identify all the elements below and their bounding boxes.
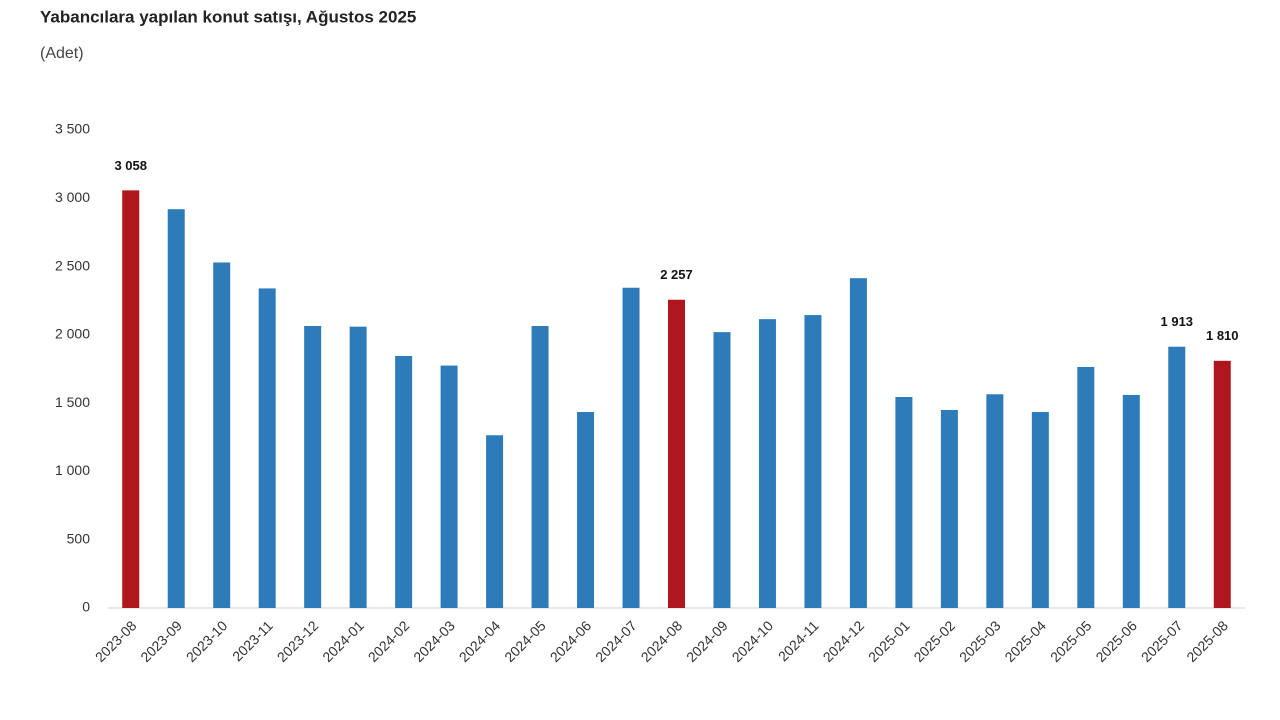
x-tick-label: 2024-09 xyxy=(683,617,731,665)
bar xyxy=(122,190,140,609)
y-tick-label: 500 xyxy=(67,530,91,546)
x-tick-label: 2025-03 xyxy=(956,617,1004,665)
bar xyxy=(304,325,322,608)
y-tick-label: 1 000 xyxy=(55,462,90,478)
bar xyxy=(531,325,549,608)
bar xyxy=(1031,412,1049,608)
y-tick-label: 1 500 xyxy=(55,394,90,410)
bar xyxy=(258,288,276,608)
bar xyxy=(213,262,231,608)
y-tick-label: 2 500 xyxy=(55,257,90,273)
bar xyxy=(1077,366,1095,608)
x-tick-label: 2025-01 xyxy=(865,617,913,665)
x-tick-label: 2024-12 xyxy=(820,617,868,665)
x-tick-label: 2024-11 xyxy=(775,617,822,664)
x-tick-label: 2024-03 xyxy=(410,617,458,665)
x-tick-label: 2025-08 xyxy=(1183,617,1231,665)
value-label: 2 257 xyxy=(660,267,693,282)
value-label: 1 810 xyxy=(1206,328,1239,343)
x-tick-label: 2024-07 xyxy=(592,617,640,665)
y-tick-label: 3 500 xyxy=(55,121,90,137)
chart-title: Yabancılara yapılan konut satışı, Ağusto… xyxy=(40,7,416,26)
bar xyxy=(849,278,867,608)
x-tick-label: 2024-10 xyxy=(729,617,777,665)
bar xyxy=(395,356,413,608)
bar xyxy=(713,332,731,608)
bar xyxy=(758,319,776,608)
x-tick-label: 2024-05 xyxy=(501,617,549,665)
bar xyxy=(668,299,685,608)
bar xyxy=(622,287,640,608)
x-tick-label: 2024-08 xyxy=(638,617,686,665)
bar xyxy=(895,396,913,608)
x-tick-label: 2024-02 xyxy=(365,617,413,665)
bar xyxy=(577,412,595,608)
bar xyxy=(1168,346,1186,608)
bar xyxy=(349,326,367,608)
x-tick-label: 2024-01 xyxy=(319,617,367,665)
y-tick-label: 0 xyxy=(82,599,90,615)
bar xyxy=(986,394,1004,608)
bar xyxy=(440,365,458,608)
x-tick-label: 2024-04 xyxy=(456,617,504,665)
bar xyxy=(167,209,185,608)
x-tick-label: 2025-05 xyxy=(1047,617,1095,665)
x-tick-label: 2024-06 xyxy=(547,617,595,665)
x-tick-label: 2023-09 xyxy=(137,617,185,665)
bar xyxy=(1122,394,1140,608)
y-tick-label: 2 000 xyxy=(55,326,90,342)
x-tick-label: 2025-04 xyxy=(1001,617,1049,665)
bar xyxy=(1213,360,1231,608)
y-tick-label: 3 000 xyxy=(55,189,90,205)
value-label: 1 913 xyxy=(1161,314,1194,329)
x-tick-label: 2025-06 xyxy=(1092,617,1140,665)
x-tick-label: 2023-10 xyxy=(183,617,231,665)
x-tick-label: 2023-08 xyxy=(92,617,140,665)
x-tick-label: 2025-02 xyxy=(910,617,958,665)
bar xyxy=(804,315,822,608)
bar xyxy=(486,435,504,608)
value-label: 3 058 xyxy=(114,158,147,173)
chart-subtitle: (Adet) xyxy=(40,45,84,62)
x-tick-label: 2023-12 xyxy=(274,617,322,665)
bar xyxy=(940,409,958,608)
x-tick-label: 2025-07 xyxy=(1138,617,1186,665)
x-tick-label: 2023-11 xyxy=(229,617,276,664)
